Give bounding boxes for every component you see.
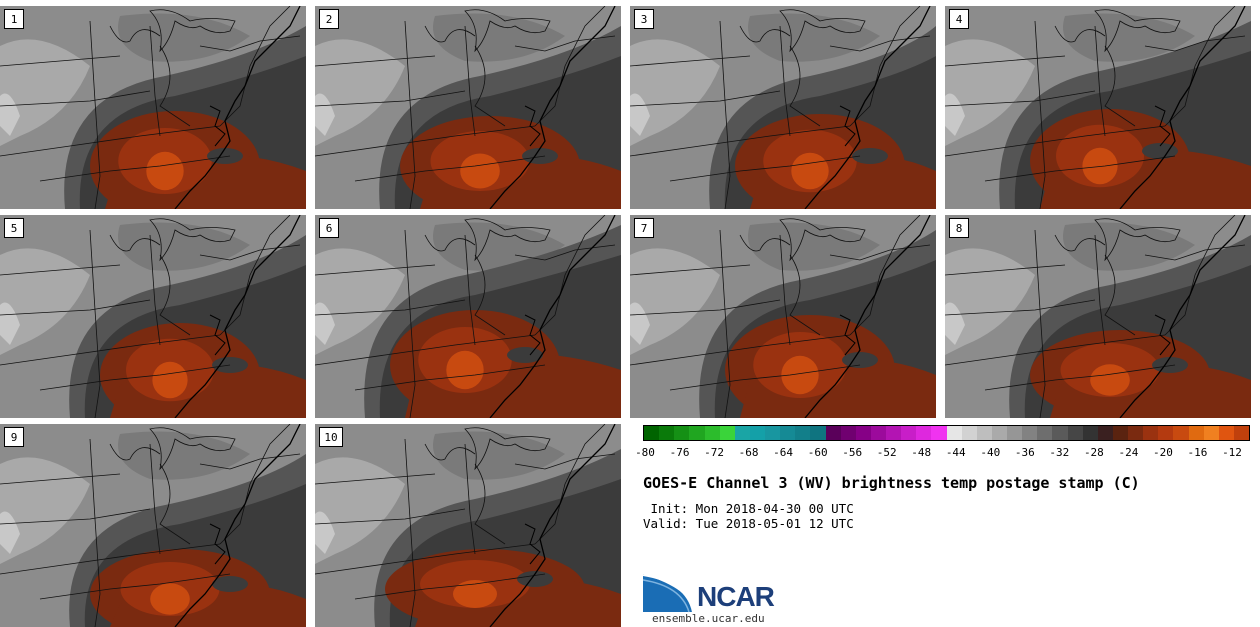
color-scale-tick-label: -40 <box>980 446 1001 459</box>
color-scale-segment <box>749 426 765 440</box>
panel-number: 1 <box>4 9 24 29</box>
color-scale-segment <box>870 426 886 440</box>
color-scale-segment <box>1203 426 1219 440</box>
water-vapor-map <box>0 215 306 418</box>
panel-number: 8 <box>949 218 969 238</box>
water-vapor-map <box>630 6 936 209</box>
panel-number: 3 <box>634 9 654 29</box>
ncar-logo-text: NCAR <box>697 581 775 612</box>
water-vapor-map <box>630 215 936 418</box>
color-scale-segment <box>1173 426 1189 440</box>
color-scale-segment <box>674 426 690 440</box>
water-vapor-map <box>0 6 306 209</box>
color-scale-segment <box>1218 426 1234 440</box>
panel-number: 9 <box>4 427 24 447</box>
map-panel-9: 9 <box>0 424 306 627</box>
color-scale-tick-label: -48 <box>911 446 932 459</box>
valid-time: Valid: Tue 2018-05-01 12 UTC <box>643 516 854 531</box>
color-scale-segment <box>901 426 917 440</box>
color-scale-segment <box>1052 426 1068 440</box>
panel-number: 2 <box>319 9 339 29</box>
panel-number: 6 <box>319 218 339 238</box>
map-panel-1: 1 <box>0 6 306 209</box>
color-scale-segment <box>1128 426 1144 440</box>
color-scale-segment <box>1158 426 1174 440</box>
map-panel-3: 3 <box>630 6 936 209</box>
color-scale-segment <box>795 426 811 440</box>
ncar-logo <box>643 572 694 613</box>
color-scale-segment <box>1022 426 1038 440</box>
color-scale-segment <box>1082 426 1098 440</box>
site-url: ensemble.ucar.edu <box>652 612 765 625</box>
color-scale-tick-label: -60 <box>807 446 828 459</box>
color-scale-segment <box>886 426 902 440</box>
color-scale-segment <box>961 426 977 440</box>
color-scale-segment <box>734 426 750 440</box>
init-time: Init: Mon 2018-04-30 00 UTC <box>643 501 854 516</box>
water-vapor-map <box>315 6 621 209</box>
color-scale-tick-label: -20 <box>1153 446 1173 459</box>
color-scale-tick-label: -64 <box>773 446 794 459</box>
color-scale-segment <box>916 426 932 440</box>
color-scale-segment <box>976 426 992 440</box>
color-scale-segment <box>931 426 947 440</box>
color-scale-segment <box>1097 426 1113 440</box>
color-scale-tick-label: -44 <box>945 446 966 459</box>
map-panel-10: 10 <box>315 424 621 627</box>
color-scale-segment <box>659 426 675 440</box>
color-scale-bar <box>643 425 1250 441</box>
water-vapor-map <box>0 424 306 627</box>
color-scale-ticks: -80 -76 -72 -68 -64 -60 -56 -52 -48 -44 -40 -36 -32-… <box>635 446 1248 460</box>
map-panel-7: 7 <box>630 215 936 418</box>
color-scale-tick-label: -24 <box>1118 446 1139 459</box>
color-scale-segment <box>825 426 841 440</box>
panel-number: 7 <box>634 218 654 238</box>
color-scale-segment <box>1037 426 1053 440</box>
color-scale-tick-label: -32 <box>1049 446 1070 459</box>
map-panel-6: 6 <box>315 215 621 418</box>
product-title: GOES-E Channel 3 (WV) brightness temp po… <box>643 474 1140 492</box>
color-scale-segment <box>810 426 826 440</box>
color-scale-segment <box>704 426 720 440</box>
panel-number: 5 <box>4 218 24 238</box>
color-scale-segment <box>1067 426 1083 440</box>
color-scale-segment <box>855 426 871 440</box>
panel-number: 4 <box>949 9 969 29</box>
color-scale-tick-label: -36 <box>1014 446 1035 459</box>
color-scale-segment <box>1233 426 1249 440</box>
map-panel-2: 2 <box>315 6 621 209</box>
color-scale-tick-label: -56 <box>842 446 863 459</box>
map-panel-4: 4 <box>945 6 1251 209</box>
color-scale-segment <box>780 426 796 440</box>
color-scale-segment <box>1188 426 1204 440</box>
water-vapor-map <box>945 6 1251 209</box>
color-scale-tick-label: -16 <box>1187 446 1208 459</box>
color-scale-segment <box>765 426 781 440</box>
color-scale-tick-label: -52 <box>876 446 897 459</box>
panel-number: 10 <box>319 427 343 447</box>
color-scale-segment <box>719 426 735 440</box>
water-vapor-map <box>945 215 1251 418</box>
color-scale-segment <box>644 426 660 440</box>
color-scale-segment <box>689 426 705 440</box>
color-scale-segment <box>840 426 856 440</box>
color-scale-segment <box>1007 426 1023 440</box>
map-panel-5: 5 <box>0 215 306 418</box>
color-scale-segment <box>991 426 1007 440</box>
color-scale-segment <box>1143 426 1159 440</box>
water-vapor-map <box>315 215 621 418</box>
color-scale-tick-label: -72 <box>704 446 724 459</box>
color-scale-segment <box>1112 426 1128 440</box>
color-scale-tick-label: -68 <box>738 446 759 459</box>
color-scale-tick-label: -80 <box>635 446 655 459</box>
map-panel-8: 8 <box>945 215 1251 418</box>
water-vapor-map <box>315 424 621 627</box>
color-scale-segment <box>946 426 962 440</box>
color-scale-tick-label: -28 <box>1083 446 1104 459</box>
color-scale-tick-label: -76 <box>669 446 690 459</box>
color-scale-tick-label: -12 <box>1222 446 1242 459</box>
